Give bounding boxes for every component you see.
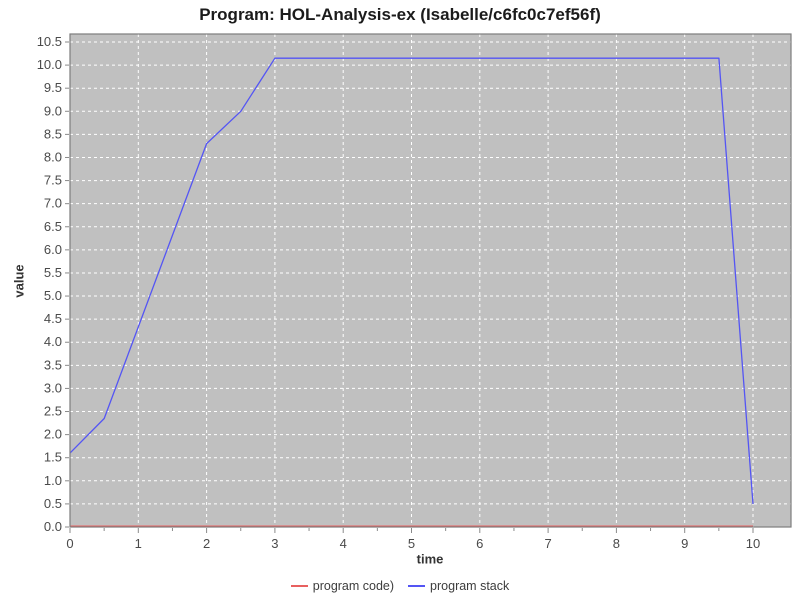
plot-border — [69, 33, 792, 528]
x-tick-label: 0 — [66, 536, 73, 551]
x-tick-label: 3 — [271, 536, 278, 551]
x-axis-title: time — [416, 551, 444, 567]
y-tick-label: 8.0 — [44, 149, 62, 164]
x-tick-label: 8 — [613, 536, 620, 551]
legend-label-program-code: program code) — [312, 579, 395, 593]
legend-label-program-stack: program stack — [430, 579, 510, 593]
y-tick-label: 5.0 — [44, 288, 62, 303]
y-tick-label: 5.5 — [44, 265, 62, 280]
y-tick-label: 7.0 — [44, 196, 62, 211]
y-tick-label: 4.5 — [44, 311, 62, 326]
y-tick-label: 1.0 — [44, 473, 62, 488]
x-tick-label: 5 — [408, 536, 415, 551]
x-tick-label: 10 — [746, 536, 760, 551]
x-tick-label: 2 — [203, 536, 210, 551]
legend-item-program-code: program code) — [290, 579, 395, 593]
plot-area — [70, 34, 791, 527]
y-tick-label: 7.5 — [44, 173, 62, 188]
y-tick-label: 9.5 — [44, 80, 62, 95]
x-tick-label: 4 — [340, 536, 347, 551]
y-tick-label: 8.5 — [44, 126, 62, 141]
y-tick-label: 2.5 — [44, 404, 62, 419]
y-tick-label: 3.5 — [44, 357, 62, 372]
y-tick-label: 6.5 — [44, 219, 62, 234]
y-axis-title: value — [11, 264, 27, 298]
legend-item-program-stack: program stack — [408, 579, 509, 593]
x-tick-label: 1 — [135, 536, 142, 551]
y-tick-label: 9.0 — [44, 103, 62, 118]
y-tick-label: 0.0 — [44, 519, 62, 534]
y-tick-label: 2.0 — [44, 427, 62, 442]
x-tick-label: 9 — [681, 536, 688, 551]
x-tick-label: 7 — [544, 536, 551, 551]
series-line-1 — [69, 57, 754, 504]
legend-swatch-program-stack — [408, 585, 426, 587]
y-tick-label: 10.0 — [37, 57, 62, 72]
legend: program code) program stack — [0, 579, 800, 593]
y-tick-label: 4.0 — [44, 334, 62, 349]
y-tick-label: 6.0 — [44, 242, 62, 257]
x-tick-label: 6 — [476, 536, 483, 551]
y-tick-label: 0.5 — [44, 496, 62, 511]
y-tick-label: 3.0 — [44, 380, 62, 395]
y-tick-label: 1.5 — [44, 450, 62, 465]
legend-swatch-program-code — [290, 585, 308, 587]
y-tick-label: 10.5 — [37, 34, 62, 49]
chart-title: Program: HOL-Analysis-ex (Isabelle/c6fc0… — [199, 5, 601, 24]
